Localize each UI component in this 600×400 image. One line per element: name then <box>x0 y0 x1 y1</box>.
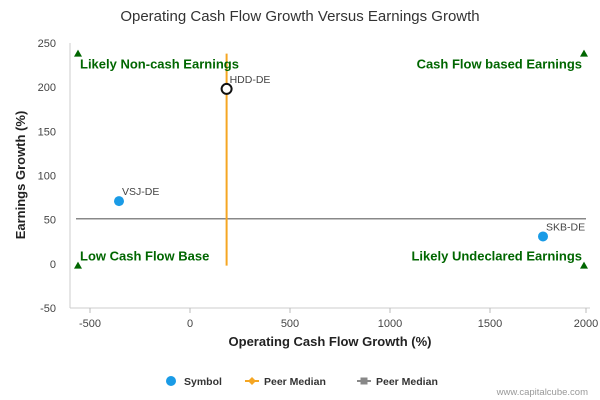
data-point-label: SKB-DE <box>546 221 585 233</box>
legend-label[interactable]: Peer Median <box>376 376 438 388</box>
quadrant-labels: Likely Non-cash Earnings Cash Flow based … <box>80 57 582 264</box>
x-tick-label: 1000 <box>378 318 402 330</box>
x-axis-title: Operating Cash Flow Growth (%) <box>229 334 432 349</box>
quadrant-triangle-marker <box>580 49 588 57</box>
x-tick-label: 1500 <box>478 318 502 330</box>
quadrant-label: Cash Flow based Earnings <box>417 57 582 72</box>
quadrant-triangle-marker <box>74 261 82 269</box>
x-tick-label: 0 <box>187 318 193 330</box>
data-point-label: VSJ-DE <box>122 186 159 198</box>
data-point-label: HDD-DE <box>230 74 271 86</box>
quadrant-label: Likely Non-cash Earnings <box>80 57 239 72</box>
x-tick-label: 2000 <box>574 318 598 330</box>
quadrant-triangle-marker <box>580 261 588 269</box>
y-tick-label: 200 <box>38 82 56 94</box>
data-points: VSJ-DE SKB-DE HDD-DE <box>114 74 585 242</box>
peer-median-lines <box>76 53 586 266</box>
y-tick-label: 100 <box>38 171 56 183</box>
y-axis: -50 0 50 100 150 200 250 <box>38 38 56 315</box>
legend-square-icon <box>360 377 368 385</box>
data-point[interactable] <box>114 196 124 207</box>
legend-symbol-icon <box>166 376 176 386</box>
quadrant-triangle-marker <box>74 49 82 57</box>
quadrant-label: Likely Undeclared Earnings <box>411 248 582 263</box>
legend: Symbol Peer Median Peer Median <box>166 376 438 388</box>
y-axis-title: Earnings Growth (%) <box>13 111 28 240</box>
x-tick-label: -500 <box>79 318 101 330</box>
data-point[interactable] <box>538 231 548 242</box>
data-point[interactable] <box>220 82 233 95</box>
quadrant-markers <box>74 49 588 269</box>
chart-title: Operating Cash Flow Growth Versus Earnin… <box>120 8 479 25</box>
y-tick-label: -50 <box>40 303 56 315</box>
legend-label[interactable]: Peer Median <box>264 376 326 388</box>
quadrant-label: Low Cash Flow Base <box>80 248 209 263</box>
credit-text: www.capitalcube.com <box>496 387 588 398</box>
y-tick-label: 0 <box>50 259 56 271</box>
y-tick-label: 150 <box>38 126 56 138</box>
legend-diamond-icon <box>248 377 256 385</box>
y-tick-label: 50 <box>44 215 56 227</box>
y-tick-label: 250 <box>38 38 56 50</box>
x-axis: -500 0 500 1000 1500 2000 <box>79 308 598 330</box>
x-tick-label: 500 <box>281 318 299 330</box>
legend-label[interactable]: Symbol <box>184 376 222 388</box>
